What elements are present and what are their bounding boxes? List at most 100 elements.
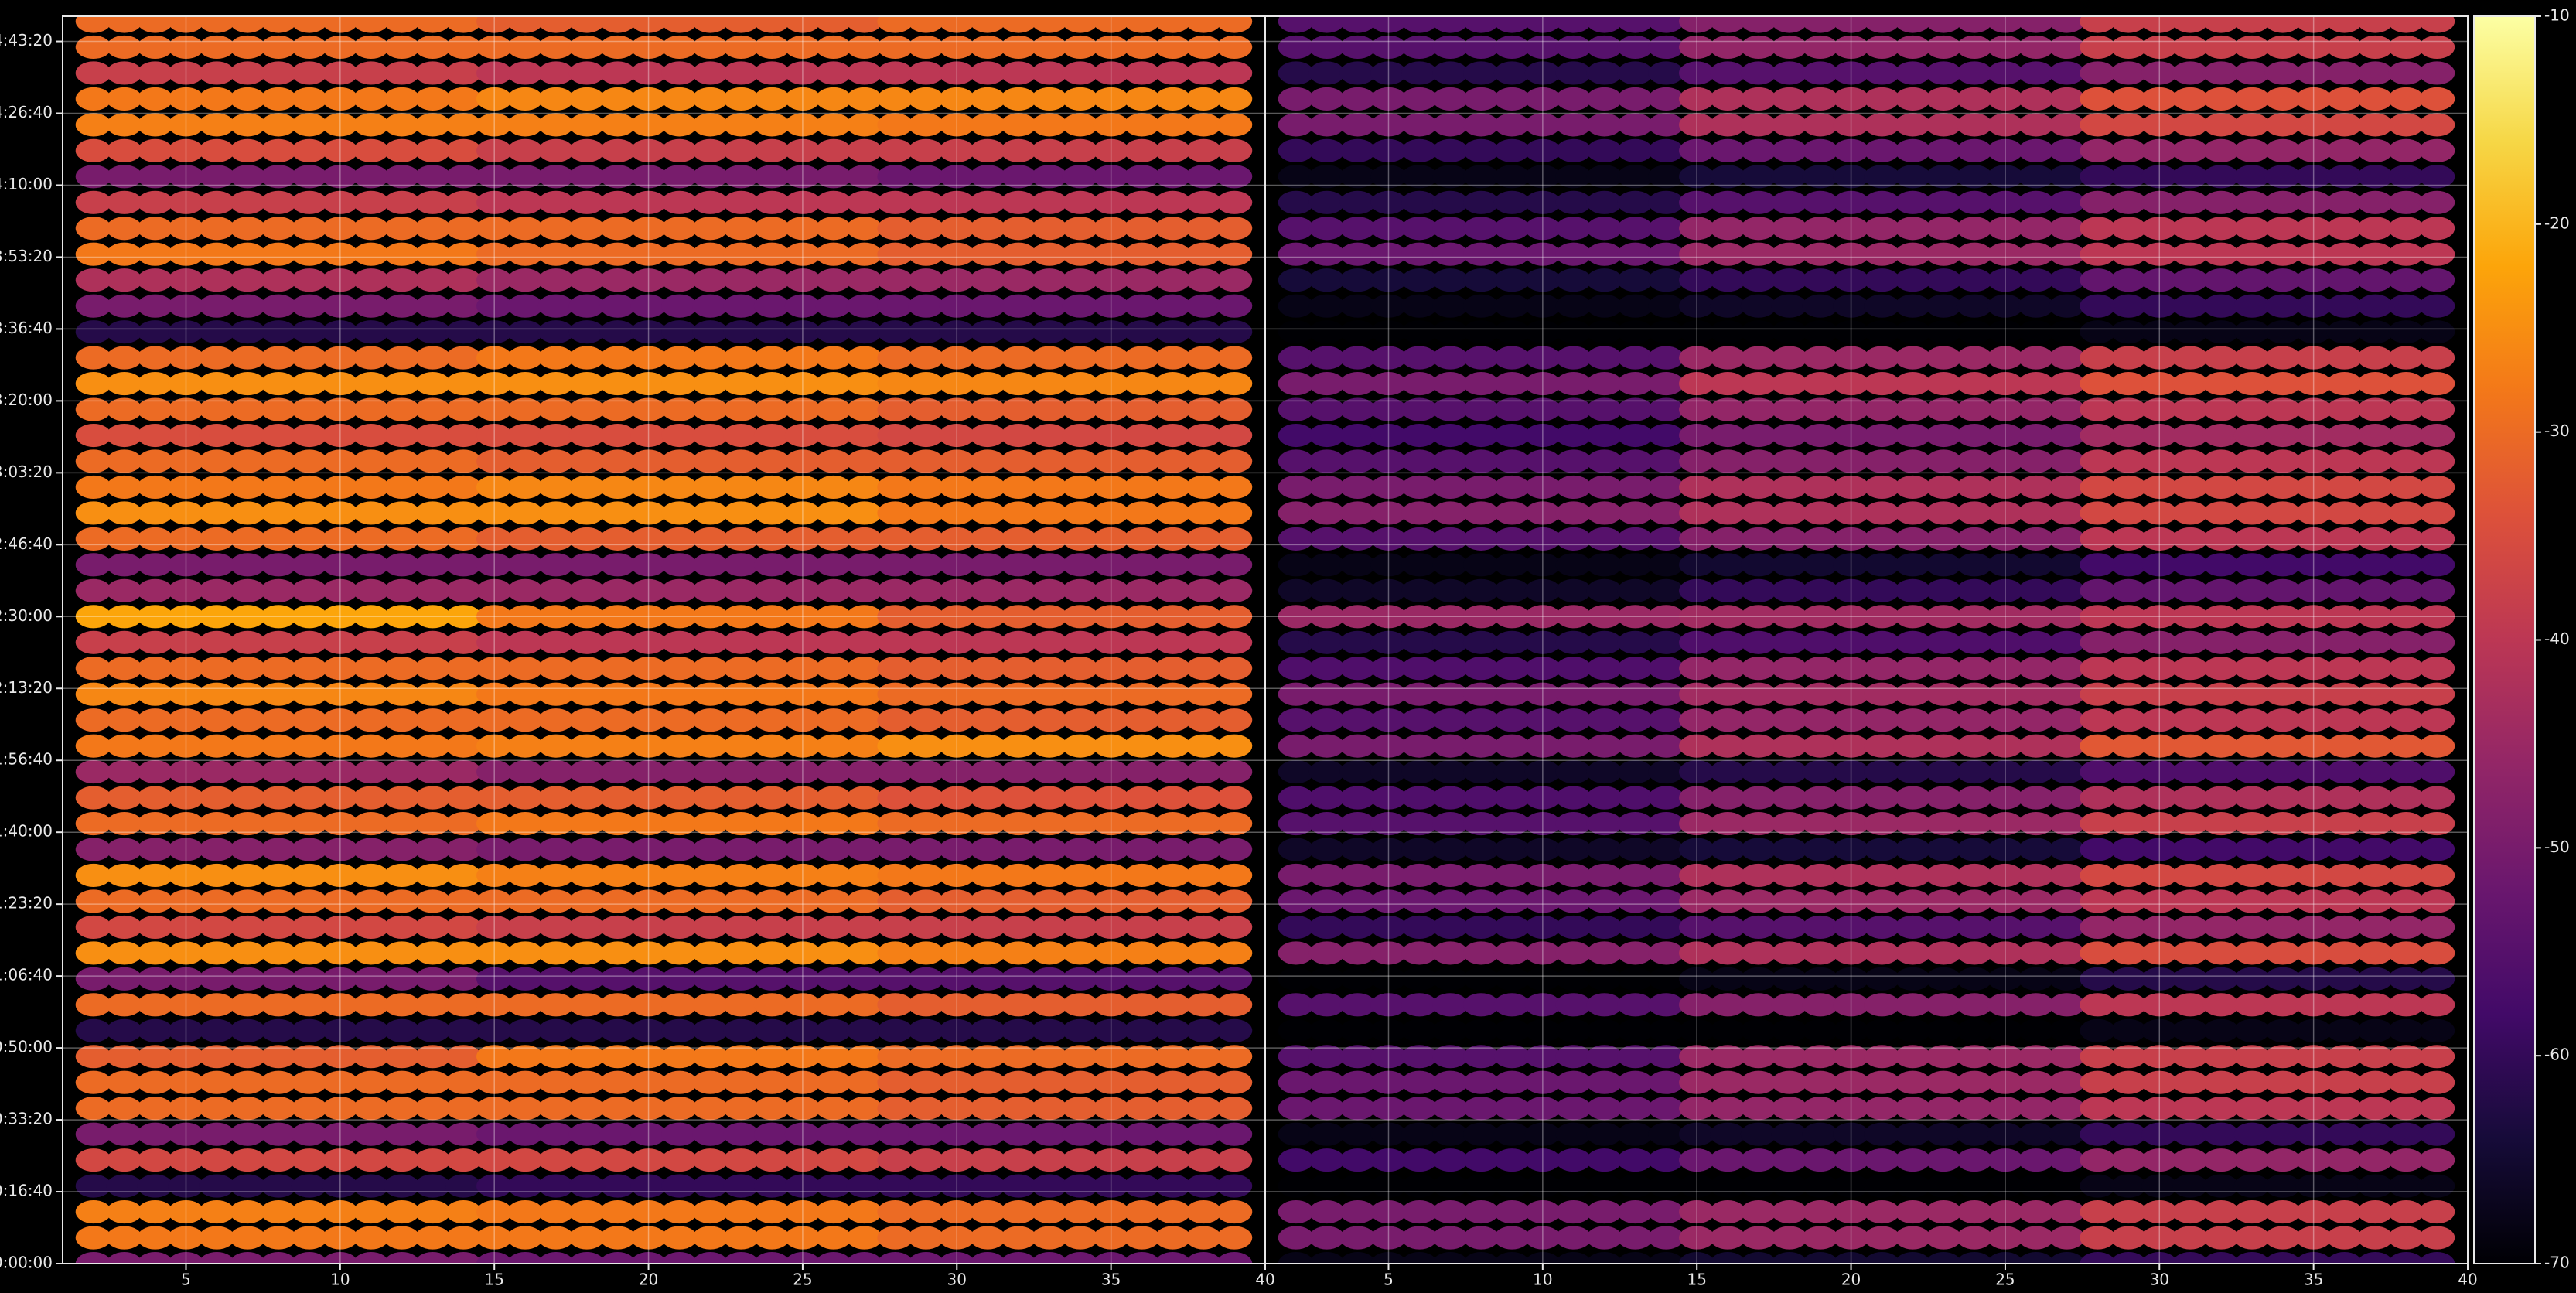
cell xyxy=(846,578,882,602)
cell xyxy=(661,190,698,214)
y-tick-label: 3:20:00 xyxy=(0,391,53,409)
cell xyxy=(1864,527,1900,551)
cell xyxy=(199,346,235,370)
cell xyxy=(2388,993,2424,1017)
cell xyxy=(1802,113,1838,137)
cell xyxy=(2172,889,2209,913)
cell xyxy=(75,1174,111,1198)
cell xyxy=(939,553,975,577)
cell xyxy=(2141,1097,2178,1121)
cell xyxy=(260,578,297,602)
cell xyxy=(537,449,575,473)
cell xyxy=(1586,811,1622,836)
cell xyxy=(753,553,790,577)
cell xyxy=(723,578,759,602)
cell xyxy=(1833,501,1869,525)
cell xyxy=(1216,372,1253,396)
cell xyxy=(2326,165,2363,189)
cell xyxy=(75,268,111,292)
cell xyxy=(1062,1251,1098,1264)
cell xyxy=(1833,423,1869,448)
cell xyxy=(353,35,389,60)
cell xyxy=(1524,165,1561,189)
cell xyxy=(2295,501,2332,525)
cell xyxy=(75,35,111,60)
cell xyxy=(230,242,266,266)
cell xyxy=(661,863,698,888)
cell xyxy=(322,657,358,681)
cell xyxy=(1000,242,1037,266)
cell xyxy=(1062,346,1098,370)
cell xyxy=(1956,449,1993,473)
cell xyxy=(1802,915,1838,939)
cell xyxy=(1370,113,1407,137)
cell xyxy=(1278,630,1314,654)
cell xyxy=(1216,1070,1253,1094)
cell xyxy=(1432,760,1469,784)
cell xyxy=(815,527,851,551)
cell xyxy=(1802,138,1838,162)
cell xyxy=(1679,708,1715,732)
cell xyxy=(784,61,821,85)
cell xyxy=(230,397,266,421)
y-tick-label: 3:53:20 xyxy=(0,247,53,265)
cell xyxy=(784,217,821,241)
cell xyxy=(1771,578,1807,602)
cell xyxy=(1493,889,1530,913)
cell xyxy=(630,553,667,577)
cell xyxy=(1124,1097,1160,1121)
cell xyxy=(1124,863,1160,888)
cell xyxy=(939,1122,975,1146)
cell xyxy=(445,967,482,991)
cell xyxy=(908,786,944,810)
cell xyxy=(2388,553,2424,577)
cell xyxy=(1216,61,1253,85)
cell xyxy=(537,1148,575,1172)
cell xyxy=(599,1174,636,1198)
cell xyxy=(1216,993,1253,1017)
cell xyxy=(1339,423,1376,448)
cell xyxy=(1124,165,1160,189)
cell xyxy=(692,217,728,241)
cell xyxy=(1155,320,1191,344)
cell xyxy=(1186,734,1222,758)
cell xyxy=(1432,578,1469,602)
cell xyxy=(353,1045,389,1069)
y-tick-label: 3:36:40 xyxy=(0,319,53,337)
cell xyxy=(507,1200,544,1224)
cell xyxy=(723,475,759,500)
cell xyxy=(2049,578,2085,602)
cell xyxy=(1339,1122,1376,1146)
cell xyxy=(2388,786,2424,810)
cell xyxy=(106,1200,142,1224)
cell xyxy=(2141,811,2178,836)
cell xyxy=(2326,190,2363,214)
cell xyxy=(877,501,913,525)
cell xyxy=(2141,242,2178,266)
cell xyxy=(507,35,544,60)
cell xyxy=(1679,1251,1715,1264)
cell xyxy=(2049,1018,2085,1042)
cell xyxy=(1864,889,1900,913)
cell xyxy=(1926,915,1962,939)
cell xyxy=(1586,838,1622,861)
cell xyxy=(1155,346,1191,370)
cell xyxy=(75,889,111,913)
cell xyxy=(1740,889,1777,913)
cell xyxy=(2080,1045,2116,1069)
cell xyxy=(2080,165,2116,189)
cell xyxy=(2326,1122,2363,1146)
cell xyxy=(568,16,605,33)
cell xyxy=(415,475,451,500)
cell xyxy=(661,657,698,681)
cell xyxy=(784,967,821,991)
cell xyxy=(2110,915,2147,939)
cell xyxy=(2264,708,2301,732)
cell xyxy=(507,915,544,939)
cell xyxy=(1679,915,1715,939)
cell xyxy=(815,838,851,861)
cell xyxy=(1432,1226,1469,1250)
cell xyxy=(2202,1018,2240,1042)
cell xyxy=(723,1174,759,1198)
cell xyxy=(1401,501,1438,525)
